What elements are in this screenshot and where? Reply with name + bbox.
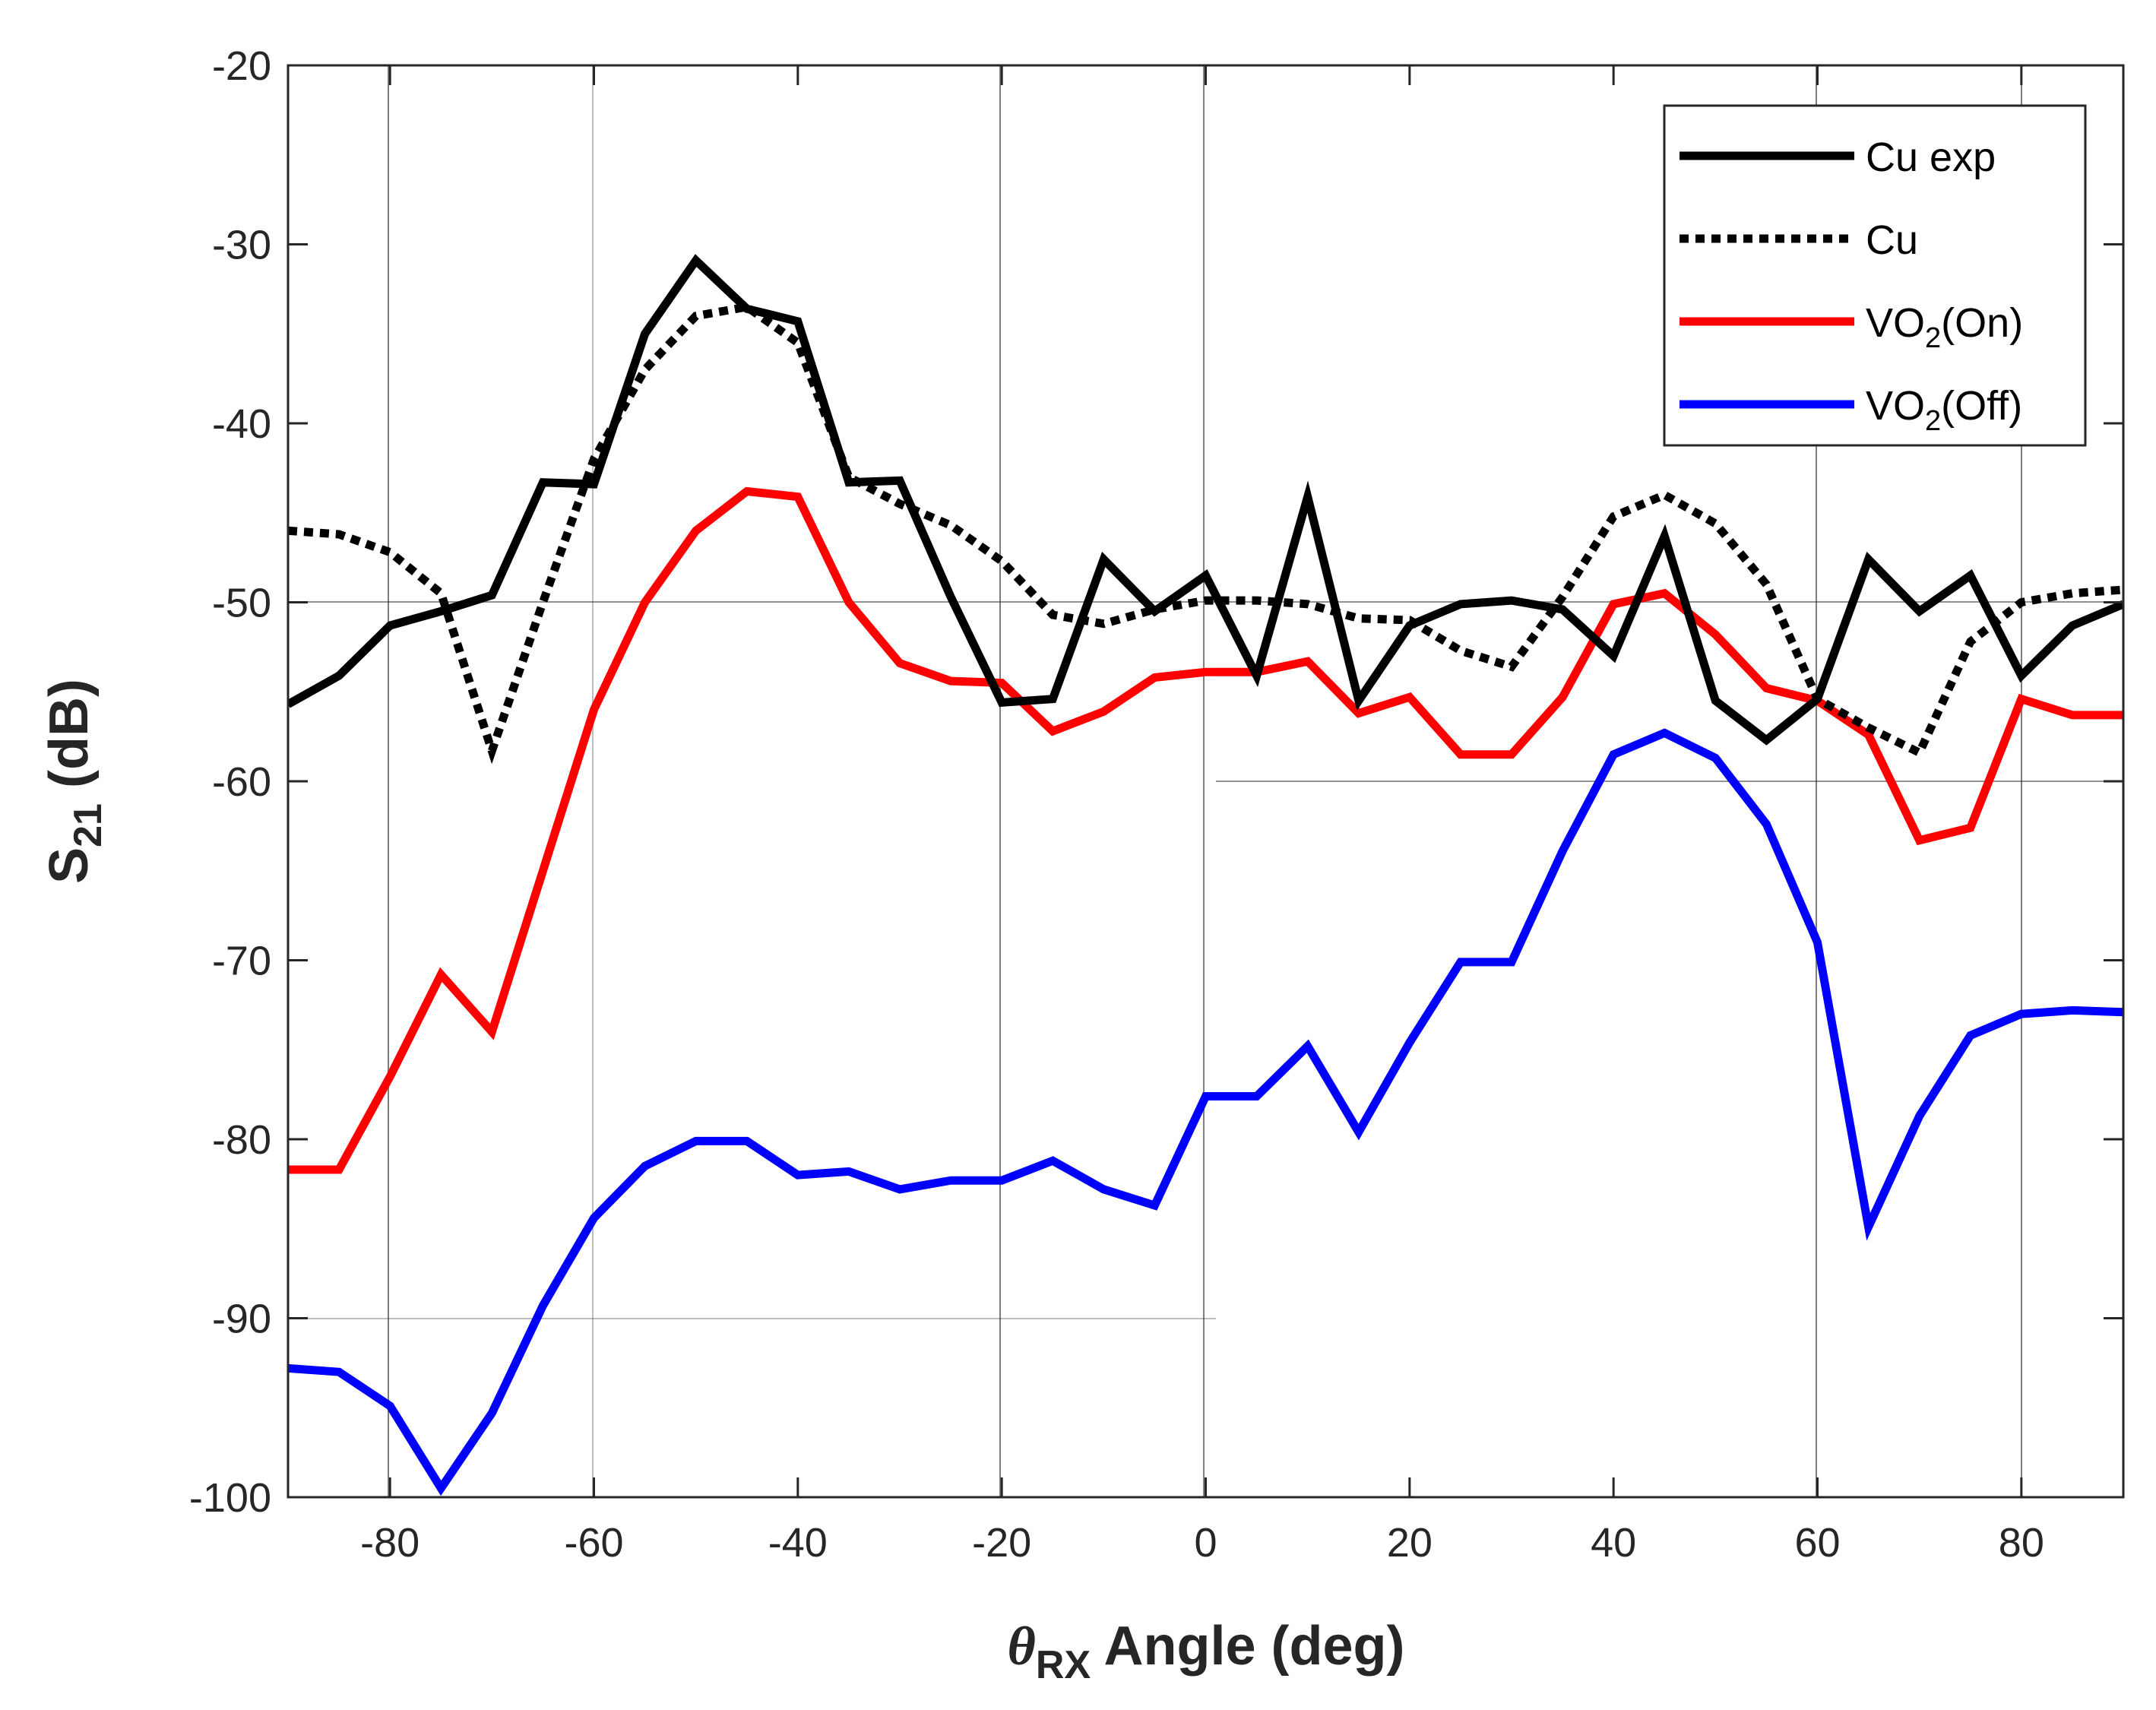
grid-lines bbox=[288, 65, 2123, 1497]
legend-label: Cu bbox=[1866, 217, 1918, 263]
x-tick-label: -60 bbox=[564, 1520, 623, 1566]
y-axis-title: S21 (dB) bbox=[39, 679, 110, 884]
legend-box bbox=[1663, 104, 2087, 447]
y-tick-label: -70 bbox=[212, 939, 271, 984]
x-tick-label: 40 bbox=[1591, 1520, 1636, 1566]
y-tick-label: -40 bbox=[212, 401, 271, 447]
y-tick-label: -80 bbox=[212, 1117, 271, 1163]
x-axis-title: θRX Angle (deg) bbox=[1008, 1616, 1405, 1687]
legend: Cu exp Cu VO2(On) VO2(Off) bbox=[1663, 104, 2087, 447]
legend-label: VO2(Off) bbox=[1866, 383, 2022, 437]
x-tick-label: 80 bbox=[1999, 1520, 2044, 1566]
series-line-cu-exp bbox=[288, 254, 2123, 746]
y-tick-label: -20 bbox=[212, 43, 271, 89]
y-tick-label: -30 bbox=[212, 223, 271, 268]
legend-label: VO2(On) bbox=[1866, 300, 2023, 354]
y-tick-label: -90 bbox=[212, 1297, 271, 1342]
y-tick-label: -100 bbox=[189, 1475, 271, 1521]
legend-label: Cu exp bbox=[1866, 135, 1996, 180]
x-tick-label: -80 bbox=[360, 1520, 419, 1566]
x-tick-label: 20 bbox=[1387, 1520, 1433, 1566]
x-tick-label: 60 bbox=[1794, 1520, 1840, 1566]
y-tick-label: -60 bbox=[212, 759, 271, 805]
series-line-vo2-off- bbox=[288, 728, 2123, 1496]
x-tick-label: -20 bbox=[972, 1520, 1031, 1566]
y-tick-label: -50 bbox=[212, 581, 271, 626]
x-tick-label: 0 bbox=[1194, 1520, 1217, 1566]
x-tick-label: -40 bbox=[768, 1520, 828, 1566]
series-layer bbox=[288, 254, 2123, 1496]
tick-layer: -80 -60 -40 -20 0 20 40 60 80 -100 -90 -80 -70 -60 -50… bbox=[189, 43, 2123, 1566]
